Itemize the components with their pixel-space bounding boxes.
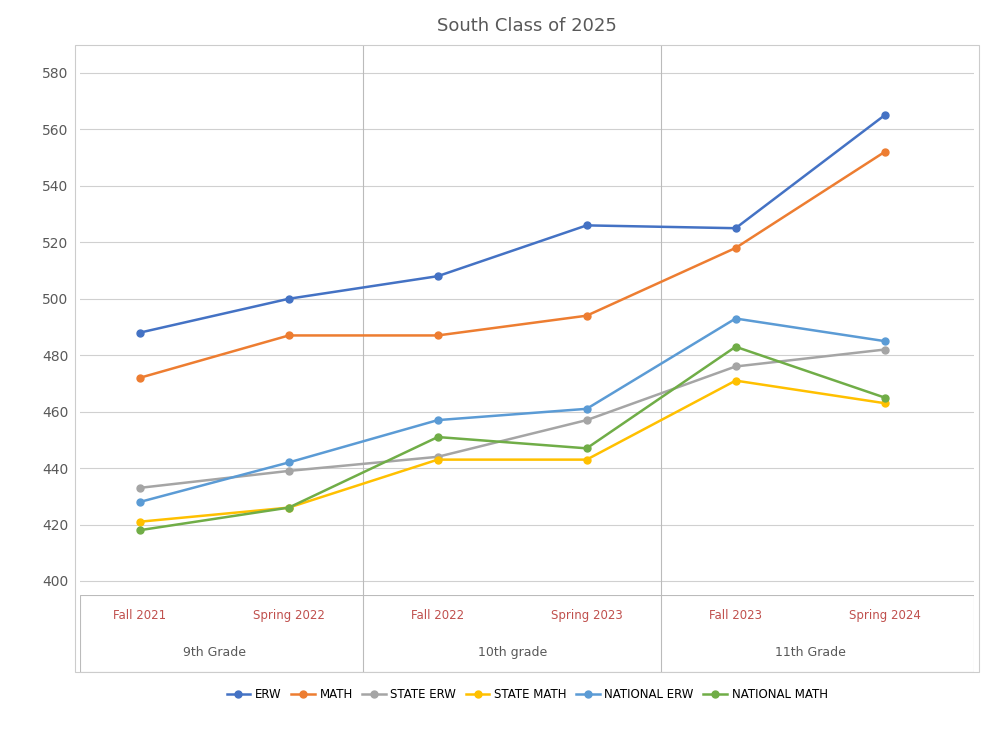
Line: STATE ERW: STATE ERW bbox=[136, 346, 887, 492]
Text: 10th grade: 10th grade bbox=[477, 646, 547, 659]
STATE MATH bbox=[878, 398, 890, 407]
MATH bbox=[878, 148, 890, 157]
NATIONAL ERW bbox=[580, 404, 592, 413]
ERW bbox=[878, 111, 890, 120]
NATIONAL ERW bbox=[878, 336, 890, 345]
NATIONAL ERW bbox=[133, 498, 145, 507]
NATIONAL MATH bbox=[878, 393, 890, 402]
ERW bbox=[133, 328, 145, 337]
STATE MATH bbox=[729, 376, 741, 385]
STATE MATH bbox=[133, 517, 145, 526]
STATE ERW bbox=[431, 452, 443, 461]
NATIONAL MATH bbox=[580, 444, 592, 453]
NATIONAL MATH bbox=[283, 503, 295, 512]
Line: NATIONAL MATH: NATIONAL MATH bbox=[136, 343, 887, 533]
ERW bbox=[729, 224, 741, 233]
Text: Spring 2024: Spring 2024 bbox=[848, 609, 920, 622]
STATE ERW bbox=[878, 345, 890, 354]
STATE MATH bbox=[431, 455, 443, 464]
STATE ERW bbox=[283, 466, 295, 475]
ERW bbox=[431, 272, 443, 280]
Text: Fall 2023: Fall 2023 bbox=[708, 609, 761, 622]
ERW bbox=[580, 221, 592, 230]
MATH bbox=[133, 373, 145, 382]
STATE ERW bbox=[580, 416, 592, 424]
Text: 11th Grade: 11th Grade bbox=[774, 646, 845, 659]
STATE ERW bbox=[729, 362, 741, 371]
STATE ERW bbox=[133, 483, 145, 492]
Legend: ERW, MATH, STATE ERW, STATE MATH, NATIONAL ERW, NATIONAL MATH: ERW, MATH, STATE ERW, STATE MATH, NATION… bbox=[222, 683, 831, 706]
Text: Spring 2022: Spring 2022 bbox=[253, 609, 324, 622]
MATH bbox=[729, 243, 741, 252]
Line: STATE MATH: STATE MATH bbox=[136, 377, 887, 525]
NATIONAL MATH bbox=[729, 342, 741, 351]
NATIONAL ERW bbox=[283, 458, 295, 467]
STATE MATH bbox=[580, 455, 592, 464]
MATH bbox=[431, 331, 443, 340]
MATH bbox=[580, 311, 592, 320]
Line: ERW: ERW bbox=[136, 112, 887, 336]
Title: South Class of 2025: South Class of 2025 bbox=[436, 17, 617, 35]
Line: MATH: MATH bbox=[136, 148, 887, 381]
Line: NATIONAL ERW: NATIONAL ERW bbox=[136, 315, 887, 506]
Text: Fall 2021: Fall 2021 bbox=[113, 609, 166, 622]
NATIONAL ERW bbox=[431, 416, 443, 424]
NATIONAL ERW bbox=[729, 314, 741, 323]
Text: Spring 2023: Spring 2023 bbox=[551, 609, 622, 622]
MATH bbox=[283, 331, 295, 340]
Text: Fall 2022: Fall 2022 bbox=[411, 609, 463, 622]
ERW bbox=[283, 294, 295, 303]
STATE MATH bbox=[283, 503, 295, 512]
Text: 9th Grade: 9th Grade bbox=[183, 646, 246, 659]
NATIONAL MATH bbox=[133, 526, 145, 535]
NATIONAL MATH bbox=[431, 433, 443, 442]
